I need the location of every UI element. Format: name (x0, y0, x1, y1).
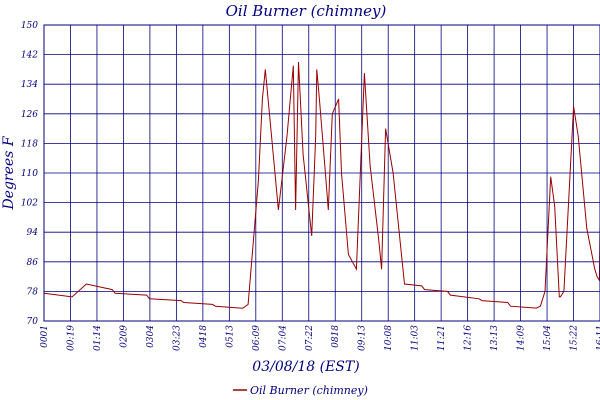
x-tick-label: 06:09 (252, 325, 262, 351)
x-tick-label: 01:14 (93, 325, 103, 351)
x-tick-label: 0418 (199, 325, 209, 348)
x-tick-label: 00:19 (66, 325, 76, 351)
legend-label: Oil Burner (chimney) (250, 384, 368, 397)
y-tick-label: 142 (21, 51, 38, 61)
x-tick-label: 0304 (146, 325, 156, 348)
x-tick-label: 15:22 (570, 325, 580, 351)
y-tick-label: 94 (27, 228, 39, 238)
x-tick-label: 09:13 (358, 325, 368, 351)
y-tick-label: 86 (27, 258, 39, 268)
y-axis-label: Degrees F (1, 135, 17, 210)
x-tick-label: 11:03 (411, 325, 421, 351)
x-tick-label: 07:22 (305, 325, 315, 351)
x-tick-label: 0209 (119, 325, 129, 348)
y-tick-label: 102 (21, 199, 38, 209)
x-tick-label: 12:16 (464, 325, 474, 351)
x-tick-label: 11:21 (437, 325, 447, 351)
x-tick-label: 07:04 (278, 325, 288, 351)
plot-border (43, 24, 600, 322)
x-tick-label: 16:11 (596, 325, 600, 351)
y-tick-label: 70 (27, 317, 39, 327)
x-tick-label: 0001 (40, 325, 50, 348)
y-tick-label: 126 (21, 110, 38, 120)
x-tick-label: 03:23 (172, 325, 182, 351)
y-axis: 70 78 86 94 102 110 118 126 134 142 150 (21, 21, 38, 327)
x-tick-label: 15:04 (543, 325, 553, 351)
x-tick-label: 14:09 (517, 325, 527, 351)
legend: Oil Burner (chimney) (233, 384, 368, 397)
y-tick-label: 118 (21, 139, 38, 149)
x-tick-label: 0513 (225, 325, 235, 348)
x-tick-label: 0818 (331, 325, 341, 348)
y-tick-label: 78 (27, 287, 39, 297)
x-axis: 0001 00:19 01:14 0209 0304 03:23 0418 0513 06:09… (40, 325, 600, 351)
x-axis-label: 03/08/18 (EST) (252, 359, 359, 375)
x-tick-label: 10:08 (384, 325, 394, 351)
y-tick-label: 110 (21, 169, 38, 179)
gridlines (44, 25, 600, 321)
series-line (43, 61, 600, 309)
chart-title: Oil Burner (chimney) (226, 2, 387, 20)
series-group (43, 61, 600, 309)
y-tick-label: 134 (21, 80, 38, 90)
x-tick-label: 13:13 (490, 325, 500, 351)
y-tick-label: 150 (21, 21, 38, 31)
